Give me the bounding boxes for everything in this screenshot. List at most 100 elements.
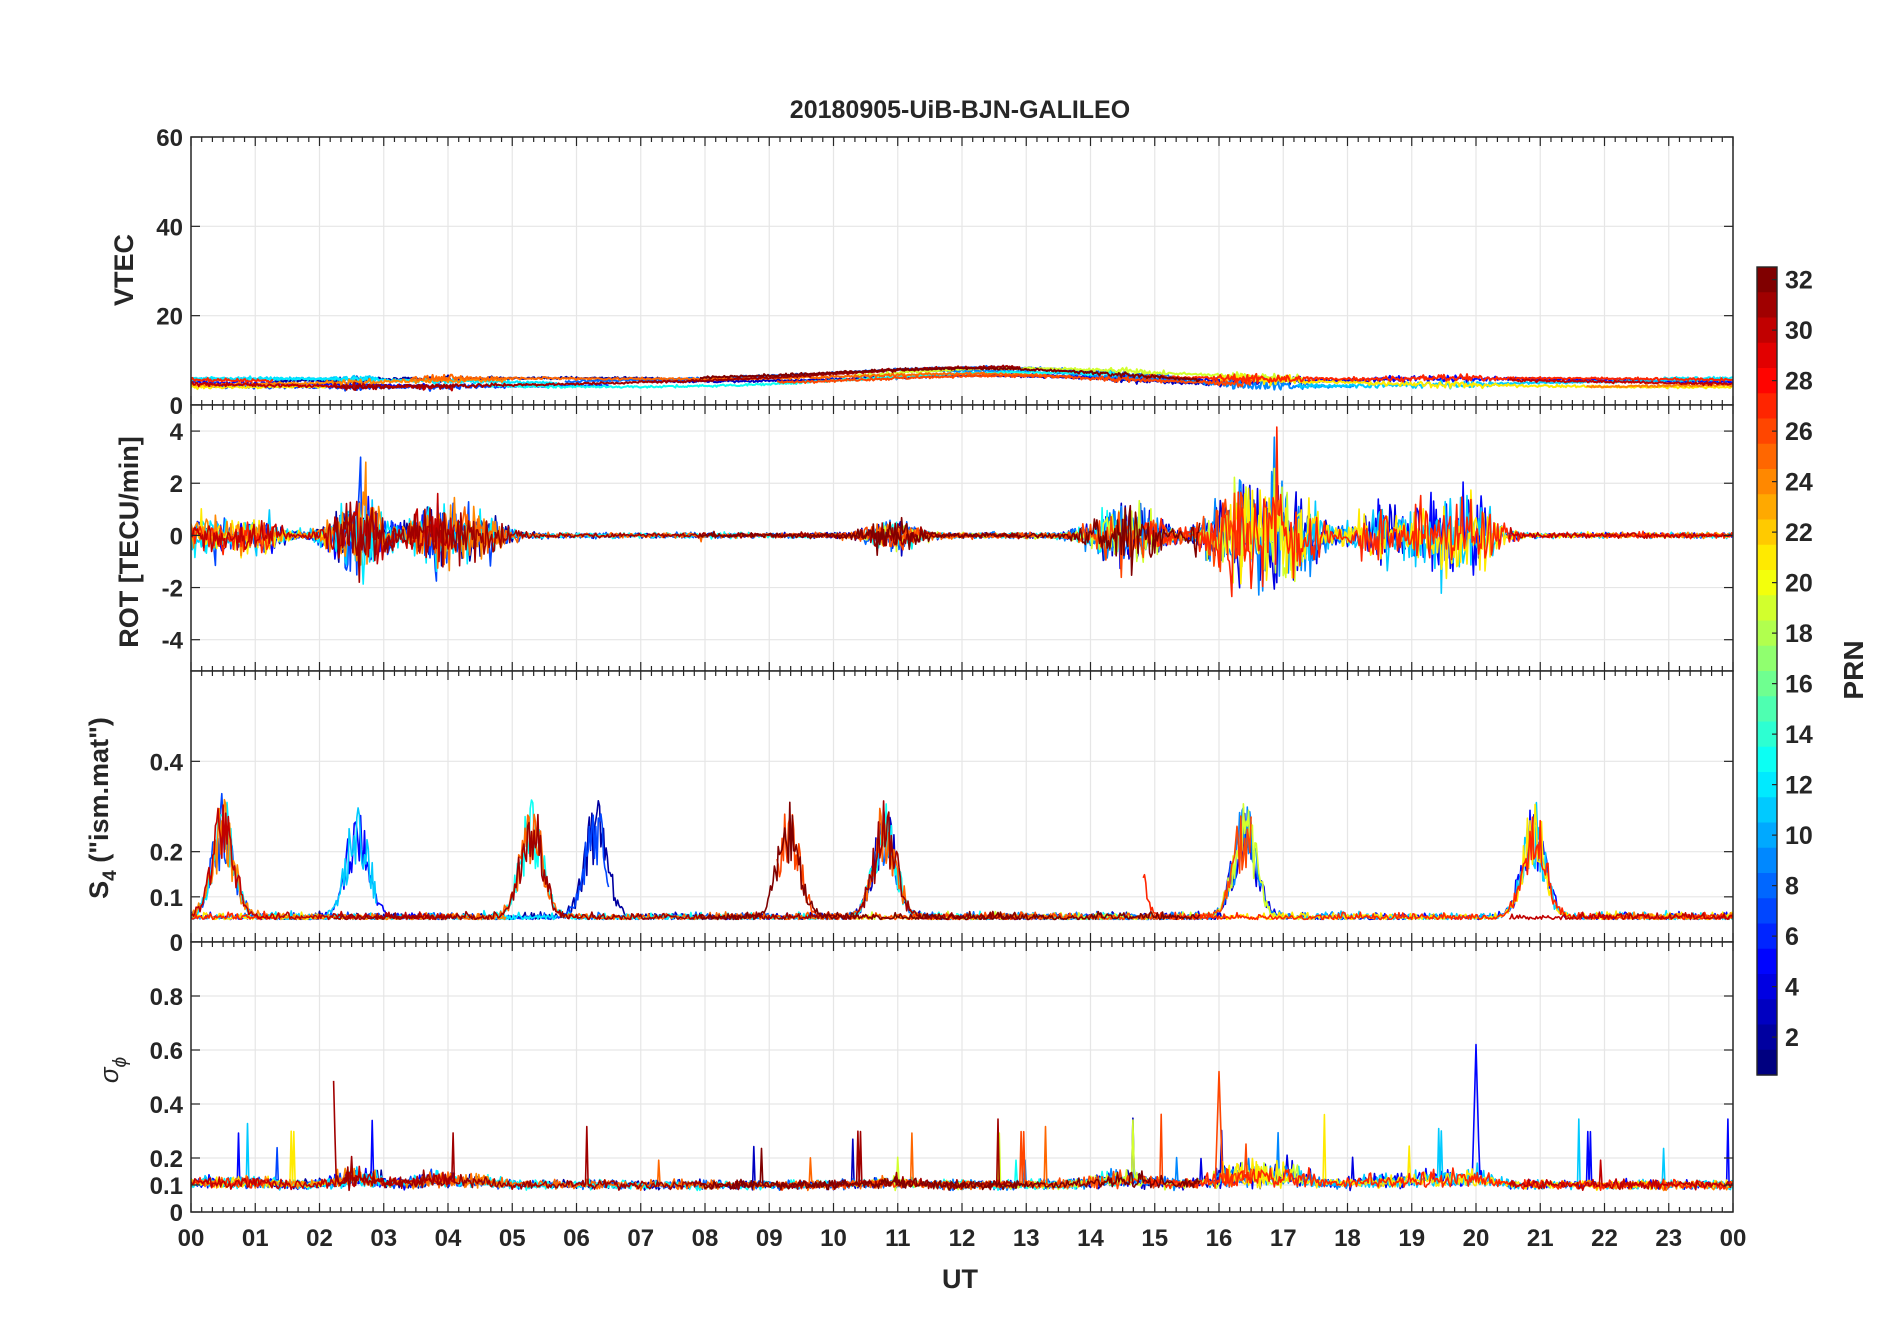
- colorbar-tick-label: 20: [1785, 570, 1813, 598]
- colorbar-band: [1757, 772, 1777, 798]
- x-tick-label: 07: [627, 1225, 654, 1252]
- sigma-ylabel-main: σ: [94, 1066, 124, 1083]
- s4-ylabel-tail: ("ism.mat"): [84, 717, 114, 870]
- x-tick-label: 13: [1013, 1225, 1040, 1252]
- colorbar-tick-label: 22: [1785, 519, 1813, 547]
- x-tick-label: 06: [563, 1225, 590, 1252]
- panel-s4-ylabel: S4 ("ism.mat"): [84, 717, 121, 899]
- colorbar-band: [1757, 696, 1777, 723]
- colorbar-band: [1757, 999, 1777, 1026]
- s4-series-group: [191, 792, 1733, 921]
- s4-ylabel-main: S: [84, 881, 114, 899]
- sigma_phi-y-tick-label: 0.8: [150, 984, 183, 1011]
- rot-y-tick-label: -2: [162, 576, 183, 603]
- colorbar-band: [1757, 797, 1777, 824]
- vtec-y-tick-label: 40: [156, 214, 183, 241]
- colorbar-tick-label: 4: [1785, 974, 1799, 1002]
- sigma_phi-y-tick-label: 0.4: [150, 1092, 184, 1119]
- colorbar-tick-label: 32: [1785, 267, 1813, 295]
- colorbar-band: [1757, 494, 1777, 521]
- x-tick-label: 10: [820, 1225, 847, 1252]
- colorbar-frame: [1756, 266, 1778, 1076]
- colorbar-band: [1757, 822, 1777, 849]
- x-tick-label: 00: [178, 1225, 205, 1252]
- x-tick-label: 21: [1527, 1225, 1554, 1252]
- vtec-y-tick-label: 20: [156, 304, 183, 331]
- s4-series-prn-30: [191, 804, 1733, 921]
- x-tick-label: 05: [499, 1225, 526, 1252]
- panel-vtec-ylabel: VTEC: [109, 234, 139, 306]
- colorbar-band: [1757, 645, 1777, 672]
- x-tick-label: 19: [1398, 1225, 1425, 1252]
- x-tick-labels: 00 01 02 03 04 05 06 07 08 09 10 11 12 13 14 15 16 17 18 19…: [178, 1225, 1747, 1252]
- colorbar-band: [1757, 620, 1777, 647]
- colorbar-band: [1757, 469, 1777, 495]
- colorbar-band: [1757, 418, 1777, 445]
- rot-series-group: [191, 426, 1733, 598]
- sigma_phi-y-tick-label: 0.1: [150, 1173, 183, 1200]
- colorbar-band: [1757, 544, 1777, 571]
- x-tick-label: 14: [1077, 1225, 1104, 1252]
- panel-s4: 0 0.1 0.2 0.4: [150, 670, 1734, 957]
- x-tick-label: 17: [1270, 1225, 1297, 1252]
- colorbar-tick-label: 10: [1785, 822, 1813, 850]
- panel-rot-ylabel: ROT [TECU/min]: [114, 436, 144, 647]
- panel-sigma-ylabel: σϕ: [94, 1057, 131, 1083]
- colorbar-tick-label: 2: [1785, 1024, 1799, 1052]
- colorbar-tick-label: 26: [1785, 418, 1813, 446]
- colorbar-tick-label: 6: [1785, 923, 1799, 951]
- x-tick-label: 03: [370, 1225, 397, 1252]
- s4-series-prn-32: [699, 801, 1201, 921]
- x-tick-label: 04: [435, 1225, 462, 1252]
- colorbar-band: [1757, 393, 1777, 420]
- colorbar-band: [1757, 595, 1777, 622]
- s4-y-tick-label: 0.4: [150, 749, 184, 776]
- colorbar-band: [1757, 671, 1777, 697]
- colorbar-band: [1757, 948, 1777, 975]
- vtec-series-prn-26: [776, 373, 1253, 388]
- rot-series-prn-32: [699, 504, 1201, 576]
- colorbar-band: [1757, 317, 1777, 344]
- x-tick-label: 20: [1463, 1225, 1490, 1252]
- colorbar-band: [1757, 746, 1777, 773]
- s4-y-tick-label: 0.2: [150, 840, 183, 867]
- vtec-y-tick-label: 60: [156, 125, 183, 152]
- sigma_phi-y-tick-label: 0.2: [150, 1146, 183, 1173]
- colorbar-band: [1757, 570, 1777, 596]
- colorbar-tick-label: 28: [1785, 368, 1813, 396]
- sigma_phi-series-prn-30: [191, 1159, 1733, 1191]
- colorbar-tick-label: 30: [1785, 317, 1813, 345]
- colorbar-band: [1757, 292, 1777, 319]
- colorbar-label: PRN: [1838, 640, 1869, 699]
- rot-series-prn-31: [332, 501, 1021, 583]
- x-tick-label: 15: [1141, 1225, 1168, 1252]
- x-tick-label: 16: [1206, 1225, 1233, 1252]
- sigma-ylabel-sub: ϕ: [110, 1057, 131, 1068]
- colorbar-band: [1757, 267, 1777, 293]
- colorbar-band: [1757, 923, 1777, 950]
- rot-y-tick-label: 2: [170, 471, 183, 498]
- colorbar-tick-label: 14: [1785, 721, 1813, 749]
- rot-y-tick-label: 4: [170, 419, 184, 446]
- colorbar-tick-label: 16: [1785, 671, 1813, 699]
- x-tick-label: 08: [692, 1225, 719, 1252]
- x-tick-label: 00: [1720, 1225, 1747, 1252]
- colorbar-band: [1757, 721, 1777, 748]
- panel-vtec: 0 20 40 60: [156, 125, 1734, 420]
- vtec-series-prn-13: [486, 370, 1123, 389]
- sigma_phi-y-tick-label: 0: [170, 1200, 183, 1227]
- s4-ylabel-sub: 4: [100, 870, 121, 881]
- vtec-series-group: [191, 364, 1733, 392]
- colorbar-band: [1757, 847, 1777, 874]
- sigma_phi-series-prn-32: [699, 1147, 1201, 1191]
- colorbar-band: [1757, 443, 1777, 470]
- x-tick-label: 12: [949, 1225, 976, 1252]
- colorbar-tick-label: 8: [1785, 873, 1799, 901]
- x-tick-label: 11: [885, 1225, 910, 1252]
- colorbar-band: [1757, 1049, 1777, 1076]
- colorbar-band: [1757, 342, 1777, 369]
- x-tick-label: 18: [1334, 1225, 1361, 1252]
- x-tick-label: 23: [1655, 1225, 1682, 1252]
